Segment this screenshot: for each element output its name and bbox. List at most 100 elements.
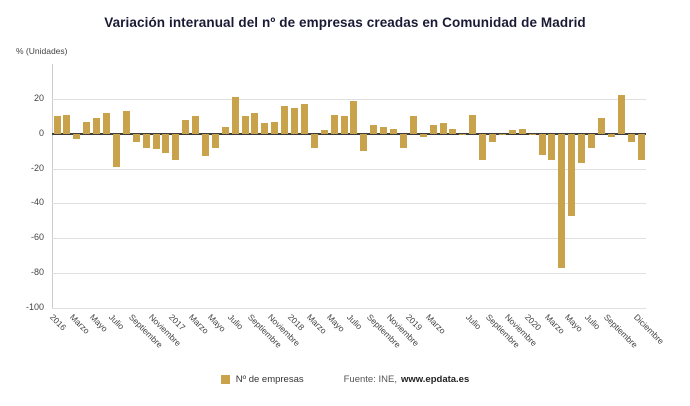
y-tick-label: -100 [25,302,44,312]
bar [637,133,645,160]
bar [93,118,101,134]
chart-title: Variación interanual del nº de empresas … [104,15,586,30]
bar [598,118,605,134]
bar [627,133,635,143]
bar [409,116,417,134]
bar [479,133,487,160]
x-tick-label: Julio [344,312,365,332]
bar [300,104,308,134]
source-text: Fuente: INE, www.epdata.es [344,374,470,385]
bar [162,133,170,153]
bar [568,133,576,216]
gridline [52,203,646,205]
x-tick-label: Mayo [206,312,229,334]
gridline [52,238,646,240]
bar [350,100,358,134]
x-tick-label: Marzo [67,312,92,336]
y-tick-label: 0 [38,127,44,138]
bar [251,112,259,134]
y-tick-label: -20 [30,162,44,173]
x-tick-label: Julio [582,312,602,332]
x-tick-label: Julio [226,312,246,332]
source-prefix: Fuente: INE, [343,374,397,385]
gridline [52,308,646,309]
bar [548,133,556,160]
bar [122,111,130,134]
bar [538,133,546,155]
legend-label: Nº de empresas [235,374,304,385]
x-tick-label: Marzo [424,312,448,336]
bar [588,133,596,148]
bar [607,133,615,138]
bar [112,133,120,167]
bar [449,128,457,134]
bar [142,133,150,148]
bar [439,123,447,134]
x-tick-label: Julio [463,312,484,332]
bar [390,128,398,134]
bar [53,116,61,134]
bar [231,97,239,134]
y-tick-label: 20 [33,92,44,103]
bar [132,133,140,143]
bar [469,114,477,134]
bar [103,112,110,134]
gridline [52,273,646,275]
bar [192,116,199,134]
bar [399,133,407,148]
bar [201,133,209,157]
bar [73,133,81,139]
bar [578,133,586,164]
bar [291,107,299,134]
y-tick-label: -80 [30,267,44,278]
bar [340,116,348,134]
bar [370,125,378,134]
bar [320,130,328,134]
bar [281,105,289,134]
bar [419,133,427,138]
bar [63,114,71,134]
bar [380,126,388,134]
bar [241,116,249,134]
bar [271,121,279,134]
bar [360,133,368,152]
gridline [52,168,646,170]
x-tick-label: Marzo [186,312,211,336]
plot-area [52,64,646,309]
source-site-link[interactable]: www.epdata.es [400,374,470,385]
y-axis-unit-label: % (Unidades) [16,46,68,56]
legend: Nº de empresas Fuente: INE, www.epdata.es [0,374,690,385]
x-tick-label: Mayo [562,312,585,334]
bar [459,133,467,136]
legend-swatch-icon [220,375,230,384]
bar [558,133,566,268]
y-axis: 20 0 -20 -40 -60 -80 -100 [8,64,46,312]
x-tick-label: Mayo [87,312,110,334]
bar [261,123,269,134]
y-axis-line [52,64,53,308]
x-tick-label: Marzo [305,312,330,336]
bar [528,133,536,136]
bar [310,133,318,148]
x-tick-label: Julio [107,312,127,332]
x-tick-label: Mayo [325,312,347,334]
bar [489,133,497,143]
gridline [52,98,646,100]
bar [429,125,437,134]
bar [152,133,160,150]
bar [518,128,526,134]
y-tick-label: -40 [30,197,44,208]
bar [83,121,91,134]
bar [498,133,506,136]
bar [172,133,180,160]
bar [508,130,516,134]
zero-line [52,132,646,135]
x-axis-labels: 2016 Marzo Mayo Julio Septiembre Noviembre 201… [48,312,666,372]
bar [211,133,219,148]
bar [330,114,338,134]
bar [221,126,229,134]
legend-item-empresas[interactable]: Nº de empresas [220,374,304,385]
x-tick-label: 2016 [47,312,69,333]
bar [617,95,625,134]
